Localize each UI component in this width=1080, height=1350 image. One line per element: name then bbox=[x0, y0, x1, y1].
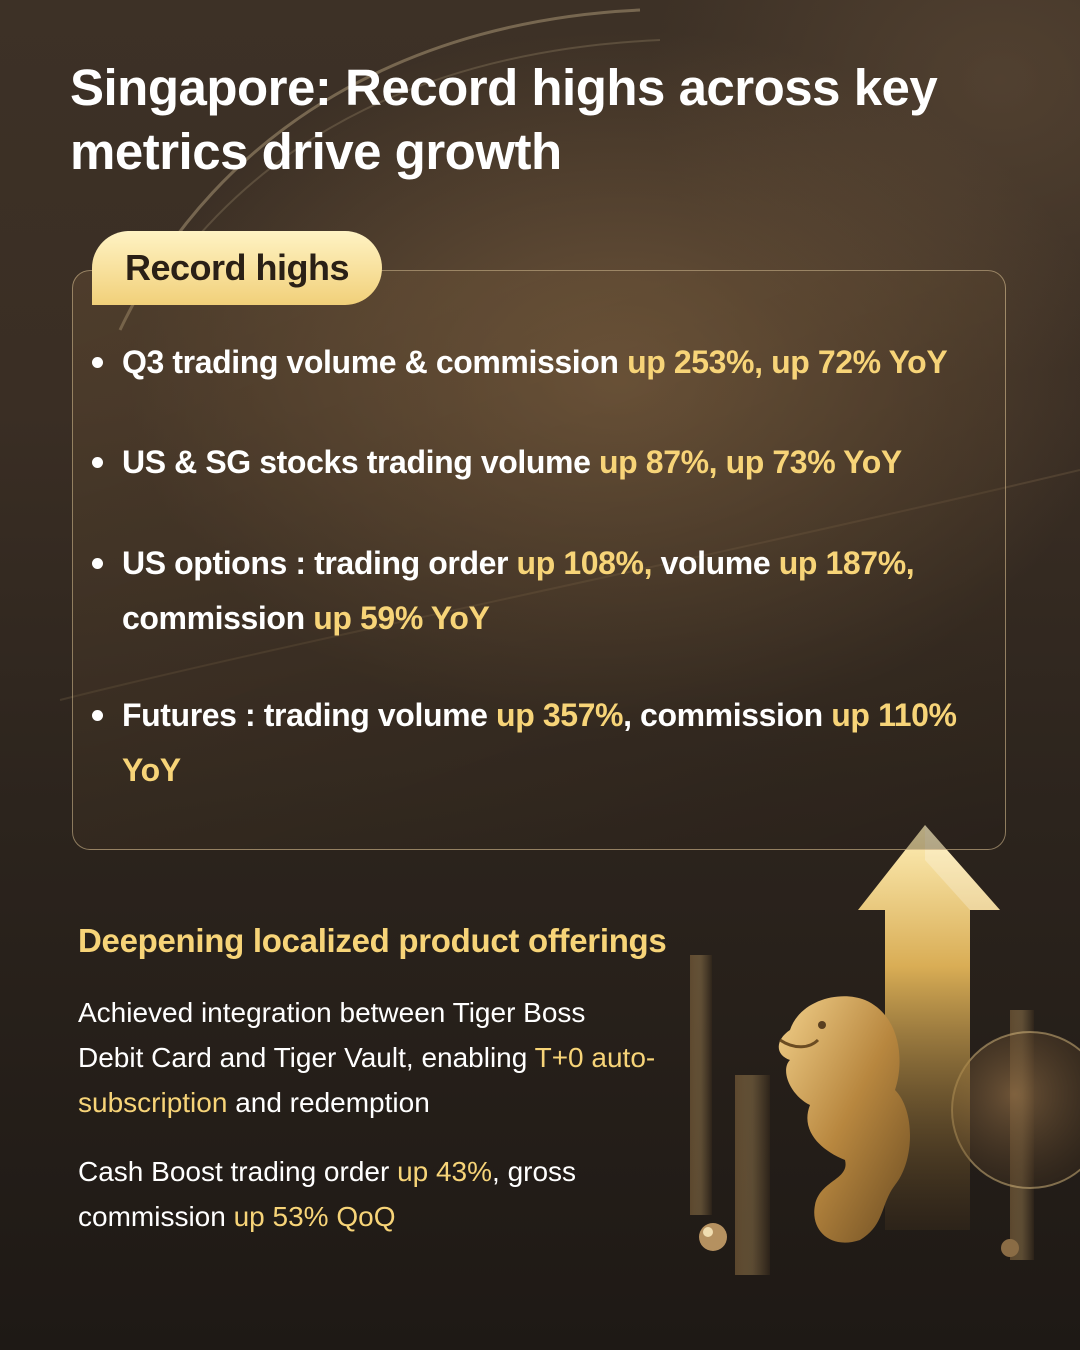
para-highlight: T+0 auto-subscription bbox=[78, 1042, 656, 1118]
bullet-highlight: up 87%, up 73% YoY bbox=[599, 444, 902, 480]
para-text: Achieved integration between Tiger Boss … bbox=[78, 997, 586, 1073]
record-highs-card bbox=[72, 270, 1006, 850]
bullet-text: Q3 trading volume & commission bbox=[122, 344, 619, 380]
bullet-highlight: up 187%, bbox=[778, 545, 915, 581]
coin-disc bbox=[951, 1031, 1080, 1189]
bullet-highlight: up 357% bbox=[496, 697, 624, 733]
localized-heading: Deepening localized product offerings bbox=[78, 922, 667, 959]
sphere-2 bbox=[1001, 1239, 1019, 1257]
sphere-1 bbox=[699, 1223, 727, 1251]
bullet-text: , commission bbox=[623, 697, 823, 733]
bullet-highlight: up 253%, up 72% YoY bbox=[627, 344, 948, 380]
pillar-2 bbox=[735, 1075, 770, 1275]
bullet-highlight: up 110% YoY bbox=[122, 697, 957, 788]
localized-paragraph-2: Cash Boost trading order up 43%, gross c… bbox=[78, 1149, 658, 1239]
bullet-item: Futures : trading volume up 357%, commis… bbox=[90, 688, 980, 798]
bullet-text: Futures : trading volume bbox=[122, 697, 488, 733]
localized-paragraph-1: Achieved integration between Tiger Boss … bbox=[78, 990, 658, 1125]
page-title: Singapore: Record highs across key metri… bbox=[70, 59, 938, 180]
para-text: and redemption bbox=[235, 1087, 430, 1118]
merlion-icon bbox=[778, 996, 910, 1243]
bullet-highlight: up 59% YoY bbox=[313, 600, 490, 636]
bullet-item: Q3 trading volume & commission up 253%, … bbox=[90, 335, 948, 390]
bullet-text: volume bbox=[660, 545, 771, 581]
pillar-1 bbox=[690, 955, 712, 1215]
bullet-item: US options : trading order up 108%, volu… bbox=[90, 536, 980, 646]
bullet-text: US & SG stocks trading volume bbox=[122, 444, 591, 480]
bullet-item: US & SG stocks trading volume up 87%, up… bbox=[90, 435, 902, 490]
para-highlight: up 43% bbox=[397, 1156, 493, 1187]
record-highs-badge: Record highs bbox=[92, 231, 382, 305]
bullet-text: commission bbox=[122, 600, 305, 636]
para-text: Cash Boost trading order bbox=[78, 1156, 390, 1187]
bullet-text: US options : trading order bbox=[122, 545, 509, 581]
para-text: , gross commission bbox=[78, 1156, 577, 1232]
bullet-highlight: up 108%, bbox=[516, 545, 653, 581]
para-highlight: up 53% QoQ bbox=[233, 1201, 396, 1232]
